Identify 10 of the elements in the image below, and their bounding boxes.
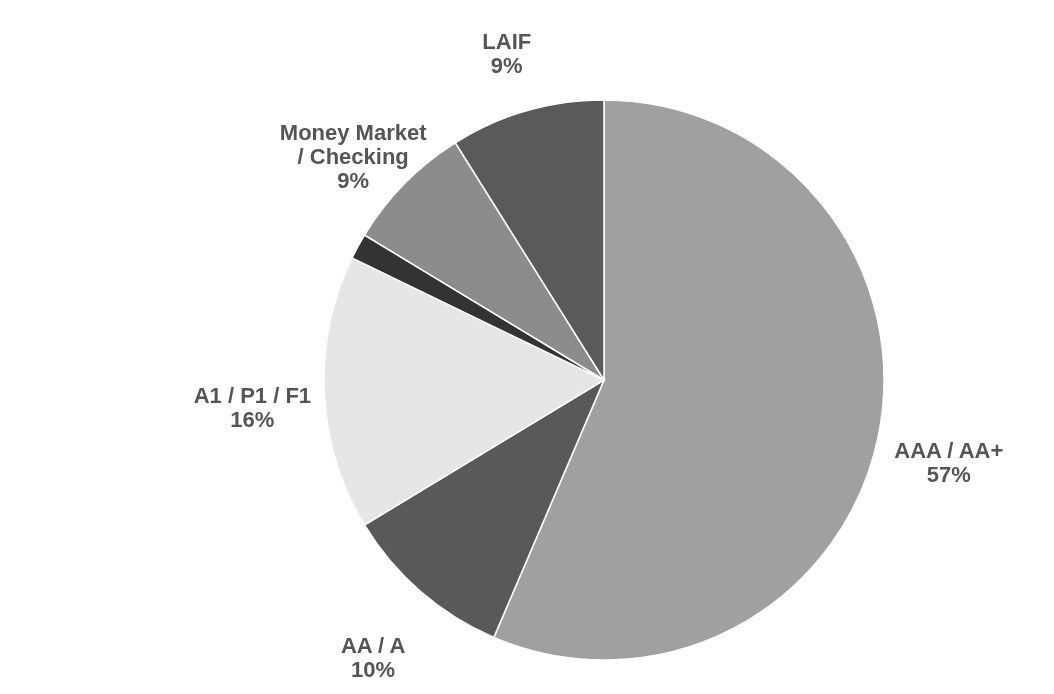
data-label: 10%: [351, 656, 396, 682]
data-label: 9%: [490, 52, 523, 78]
text: 9%: [337, 168, 370, 194]
slice-label: A1 / P1 / F1: [193, 383, 312, 409]
slice-label: AA / A: [340, 632, 406, 658]
slice-label: AAA / AA+: [894, 437, 1004, 463]
data-label: 16%: [230, 407, 275, 433]
slice-label: LAIF: [482, 28, 532, 54]
slice-label: Money Market / Checking: [279, 120, 428, 170]
data-label: 57%: [926, 461, 971, 487]
